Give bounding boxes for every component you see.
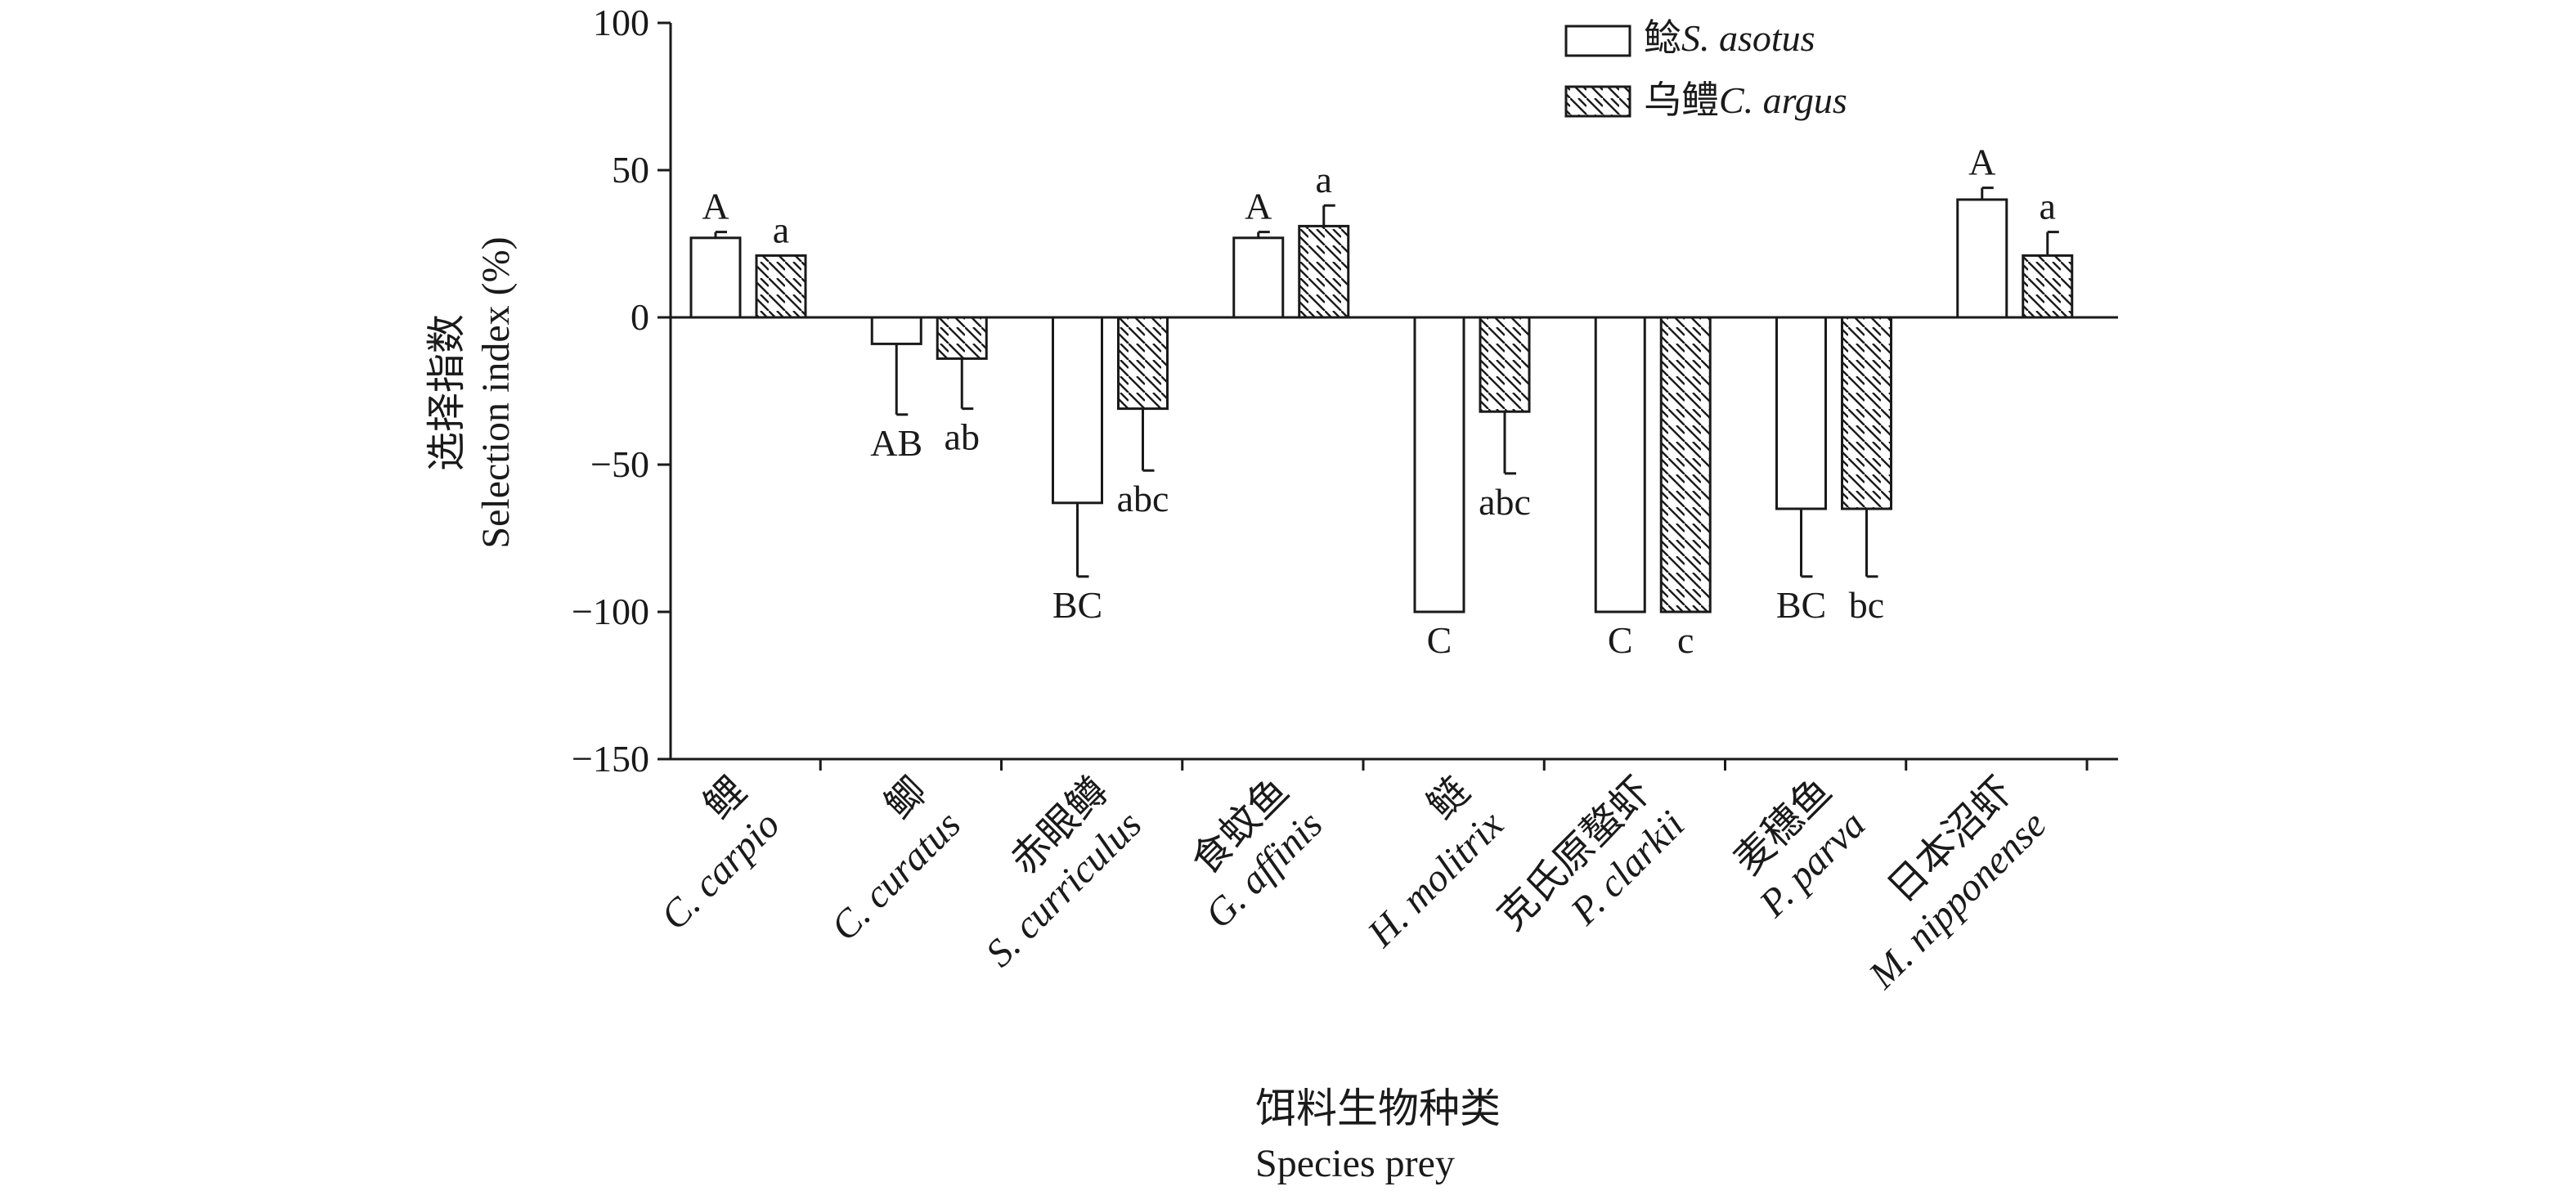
bar-s-asotus: [689, 236, 742, 319]
y-tick-label: −150: [572, 738, 649, 780]
legend: 鲶S. asotus 乌鳢C. argus: [1564, 17, 1847, 121]
bar-s-asotus: [1775, 316, 1827, 510]
legend-label-c-argus: 乌鳢C. argus: [1644, 79, 1847, 121]
significance-letter: C: [1608, 619, 1633, 661]
bar-c-argus: [1841, 316, 1892, 510]
significance-letter: bc: [1849, 584, 1884, 626]
y-tick-label: 0: [631, 296, 649, 338]
category-label-en: H. molitrix: [1359, 802, 1512, 955]
significance-letter: c: [1677, 619, 1694, 661]
y-tick-label: 50: [612, 149, 649, 191]
legend-name-cn-2: 乌鳢: [1644, 79, 1719, 121]
significance-letter: BC: [1052, 584, 1102, 626]
category-label: 鲤C. carpio: [653, 769, 788, 938]
significance-letter: BC: [1776, 584, 1826, 626]
significance-letter: abc: [1479, 481, 1531, 523]
significance-letter: a: [773, 209, 789, 250]
bar-s-asotus: [1052, 316, 1103, 505]
category-label-en: C. carpio: [653, 802, 788, 938]
significance-letter: ab: [945, 416, 980, 458]
y-ticks: 100 50 0 −50 −100 −150: [572, 2, 671, 780]
bar-c-argus: [2022, 254, 2074, 319]
bar-s-asotus: [1232, 236, 1285, 319]
bar-c-argus: [755, 254, 807, 319]
significance-letter: A: [702, 186, 729, 227]
significance-letter: AB: [870, 422, 922, 464]
x-axis-title-en: Species prey: [1255, 1142, 1455, 1185]
legend-swatch-hatched: [1564, 85, 1631, 118]
legend-name-en-1: S. asotus: [1681, 17, 1815, 59]
significance-letter: A: [1968, 142, 1995, 183]
legend-name-en-2: C. argus: [1719, 79, 1847, 121]
bar-c-argus: [936, 316, 988, 360]
y-tick-label: −100: [572, 591, 649, 632]
bar-c-argus: [1479, 316, 1531, 413]
category-label: 鲢H. molitrix: [1359, 769, 1512, 955]
significance-letter: C: [1427, 619, 1452, 661]
y-axis-title-cn: 选择指数: [425, 314, 469, 471]
y-axis-title: 选择指数 Selection index (%): [425, 236, 518, 548]
y-tick-label: 100: [593, 2, 649, 43]
significance-letter: a: [1316, 159, 1332, 200]
x-ticks: [819, 759, 2089, 771]
bar-s-asotus: [1413, 316, 1465, 613]
significance-letters: A AB BC A C C BC Aa ab abc a abc c bc a: [702, 142, 2056, 661]
significance-letter: A: [1245, 186, 1272, 227]
bars: [689, 198, 2074, 613]
x-axis-title-cn: 饵料生物种类: [1255, 1085, 1501, 1131]
legend-name-cn-1: 鲶: [1644, 17, 1681, 59]
bar-s-asotus: [870, 316, 922, 345]
error-bars: [714, 187, 2059, 578]
significance-letter: a: [2040, 186, 2056, 227]
legend-swatch-open: [1564, 25, 1631, 57]
y-tick-label: −50: [590, 443, 649, 485]
bar-s-asotus: [1594, 316, 1646, 613]
legend-label-s-asotus: 鲶S. asotus: [1644, 17, 1815, 59]
bar-c-argus: [1298, 224, 1350, 319]
category-label: 鲫C. curatus: [823, 769, 969, 949]
significance-letter: abc: [1117, 478, 1169, 519]
bar-c-argus: [1659, 316, 1712, 613]
category-label-en: C. curatus: [823, 802, 969, 949]
bar-c-argus: [1117, 316, 1169, 411]
y-axis-title-en: Selection index (%): [474, 236, 518, 548]
bar-s-asotus: [1956, 198, 2008, 319]
